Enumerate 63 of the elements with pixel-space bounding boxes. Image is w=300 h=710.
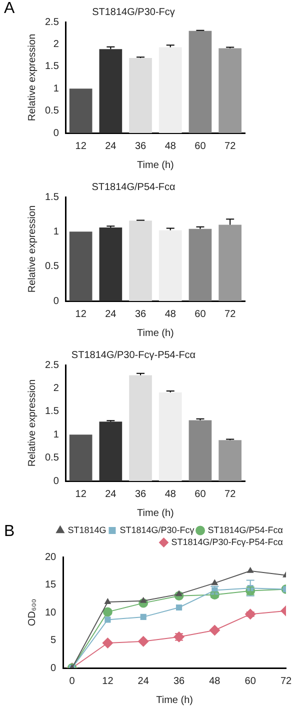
x-tick-label: 24 [105, 140, 117, 152]
y-tick-label: 5 [50, 635, 57, 646]
x-tick-label: 60 [194, 308, 206, 320]
y-tick-label: 1 [53, 83, 60, 94]
chart-title: ST1814G/P54-Fcα [92, 182, 176, 193]
y-tick-label: 1.5 [44, 61, 60, 72]
y-tick-label: 0.5 [44, 106, 60, 117]
x-tick-label: 48 [164, 140, 176, 152]
y-tick-label: 1.5 [44, 192, 60, 203]
chart-title: ST1814G/P30-Fcγ [92, 6, 175, 18]
x-axis-title: Time (h) [156, 694, 193, 706]
x-tick-label: 36 [173, 676, 186, 687]
x-tick-label: 60 [244, 676, 256, 687]
y-axis-title: Relative expression [26, 205, 38, 293]
y-tick-label: 1.5 [44, 406, 60, 418]
y-tick-label: 0.5 [44, 452, 60, 464]
x-tick-label: 48 [209, 676, 221, 687]
y-tick-label: 0 [53, 128, 60, 139]
x-tick-label: 36 [134, 488, 147, 500]
x-tick-label: 24 [105, 308, 117, 320]
x-tick-label: 72 [280, 676, 292, 687]
x-tick-label: 60 [194, 140, 206, 152]
x-tick-label: 0 [69, 676, 76, 687]
x-tick-label: 72 [224, 308, 236, 320]
y-tick-label: 2.5 [44, 16, 60, 28]
x-axis-title: Time (h) [137, 160, 174, 171]
x-tick-label: 12 [75, 488, 87, 500]
y-tick-label: 0.5 [44, 261, 60, 272]
x-axis-title: Time (h) [137, 508, 174, 519]
x-tick-label: 24 [105, 488, 117, 500]
x-tick-label: 36 [134, 140, 147, 152]
x-tick-label: 60 [194, 488, 206, 500]
y-tick-label: 0 [53, 476, 60, 487]
y-tick-label: 2.5 [44, 360, 60, 371]
y-axis-title: Relative expression [26, 379, 38, 467]
x-tick-label: 72 [224, 488, 236, 500]
legend-label: ST1814G/P30-Fcγ-P54-Fcα [171, 536, 284, 547]
x-tick-label: 48 [164, 488, 176, 500]
x-tick-label: 12 [102, 676, 114, 687]
x-tick-label: 72 [224, 140, 236, 152]
y-tick-label: 0 [50, 662, 57, 674]
y-tick-label: 15 [45, 580, 57, 590]
x-axis-title: Time (h) [137, 328, 174, 339]
y-tick-label: 2 [53, 38, 60, 50]
x-tick-label: 36 [134, 308, 147, 320]
legend-label: ST1814G [68, 524, 106, 535]
y-tick-label: 10 [45, 607, 57, 618]
text: A [4, 0, 15, 18]
legend-label: ST1814G/P54-Fcα [208, 524, 283, 535]
y-tick-label: 1 [53, 429, 60, 440]
x-tick-label: 24 [138, 676, 150, 687]
y-tick-label: 2 [53, 382, 60, 394]
y-tick-label: 1 [53, 226, 60, 238]
chart-title: ST1814G/P30-Fcγ-P54-Fcα [71, 350, 196, 361]
x-tick-label: 12 [75, 308, 87, 320]
y-tick-label: 0 [53, 296, 60, 307]
x-tick-label: 48 [164, 308, 176, 320]
text: B [4, 523, 15, 541]
x-tick-label: 12 [75, 140, 87, 152]
legend-label: ST1814G/P30-Fcγ [120, 524, 195, 535]
y-tick-label: 20 [45, 552, 57, 563]
y-axis-title: Relative expression [26, 34, 38, 122]
y-axis-title: OD₆₀₀ [26, 598, 38, 626]
